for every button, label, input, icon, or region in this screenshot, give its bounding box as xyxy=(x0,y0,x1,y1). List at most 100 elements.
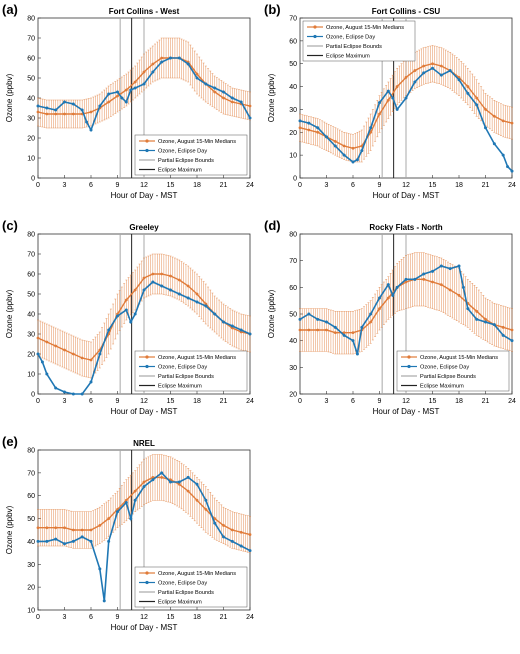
median-point xyxy=(386,98,390,102)
chart-title: NREL xyxy=(133,439,155,448)
eclipse-point xyxy=(395,107,399,111)
legend-label: Ozone, August 15-Min Medians xyxy=(158,571,236,577)
eclipse-point xyxy=(116,314,119,318)
eclipse-point xyxy=(369,126,373,130)
x-tick-label: 18 xyxy=(455,398,463,405)
eclipse-point xyxy=(177,480,181,484)
x-tick-label: 18 xyxy=(455,182,463,189)
eclipse-point xyxy=(230,96,234,100)
y-tick-label: 40 xyxy=(27,539,35,546)
x-tick-label: 0 xyxy=(298,182,302,189)
legend-entry-median: Ozone, August 15-Min Medians xyxy=(307,25,404,31)
eclipse-point xyxy=(510,339,514,343)
eclipse-point xyxy=(169,56,172,60)
x-tick-label: 15 xyxy=(167,182,175,189)
panel-label: (d) xyxy=(264,218,281,233)
median-point xyxy=(177,482,181,486)
eclipse-point xyxy=(342,333,346,337)
legend-marker xyxy=(407,364,411,369)
x-tick-label: 3 xyxy=(63,614,67,621)
median-point xyxy=(510,328,514,332)
legend-entry-median: Ozone, August 15-Min Medians xyxy=(139,571,236,577)
eclipse-point xyxy=(475,103,479,107)
y-tick-label: 60 xyxy=(289,285,297,292)
y-tick-label: 10 xyxy=(27,372,35,379)
eclipse-point xyxy=(186,62,190,66)
eclipse-point xyxy=(195,76,199,80)
y-tick-label: 0 xyxy=(31,392,35,399)
eclipse-point xyxy=(89,380,93,384)
median-point xyxy=(186,284,190,288)
eclipse-point xyxy=(160,60,164,64)
y-tick-label: 70 xyxy=(289,258,297,265)
median-point xyxy=(351,331,355,335)
panel-label: (c) xyxy=(2,218,18,233)
legend-marker xyxy=(145,571,149,575)
eclipse-series-line xyxy=(299,67,513,172)
eclipse-point xyxy=(386,89,390,93)
eclipse-point xyxy=(351,339,355,343)
x-tick-label: 21 xyxy=(220,398,228,405)
median-point xyxy=(342,144,346,148)
eclipse-point xyxy=(195,300,199,304)
eclipse-point xyxy=(169,480,172,484)
eclipse-point xyxy=(63,100,66,104)
x-tick-label: 9 xyxy=(116,398,120,405)
eclipse-point xyxy=(239,544,243,548)
eclipse-point xyxy=(98,104,102,108)
median-point xyxy=(248,533,252,536)
median-point xyxy=(230,100,234,104)
y-tick-label: 80 xyxy=(289,232,297,239)
x-tick-label: 24 xyxy=(246,182,254,189)
y-tick-label: 70 xyxy=(27,252,35,259)
legend-label: Ozone, August 15-Min Medians xyxy=(158,355,236,361)
eclipse-point xyxy=(133,86,137,90)
legend-entry-median: Ozone, August 15-Min Medians xyxy=(139,139,236,145)
y-tick-label: 10 xyxy=(289,153,297,160)
median-point xyxy=(89,110,93,114)
x-tick-label: 12 xyxy=(402,182,410,189)
x-axis-label: Hour of Day - MST xyxy=(373,191,440,200)
y-tick-label: 50 xyxy=(289,312,297,319)
x-tick-label: 24 xyxy=(246,398,254,405)
y-tick-label: 30 xyxy=(27,116,35,123)
median-point xyxy=(230,528,234,532)
eclipse-point xyxy=(378,101,381,105)
x-tick-label: 6 xyxy=(89,398,93,405)
median-point xyxy=(422,277,426,281)
eclipse-point xyxy=(404,96,408,100)
legend-marker xyxy=(145,148,149,153)
median-point xyxy=(378,307,381,311)
median-point xyxy=(116,94,119,98)
eclipse-point xyxy=(457,264,461,268)
eclipse-point xyxy=(151,70,155,74)
x-tick-label: 15 xyxy=(167,398,175,405)
legend-entry-median: Ozone, August 15-Min Medians xyxy=(139,355,236,361)
y-tick-label: 30 xyxy=(289,365,297,372)
median-point xyxy=(222,524,225,527)
chart-panel-4: (d) Rocky Flats - North 0 3 6 9 12 15 18 21 24 20 30… xyxy=(264,218,516,416)
legend-entry-eclipse-maximum: Eclipse Maximum xyxy=(139,600,202,606)
eclipse-point xyxy=(204,304,208,308)
y-tick-label: 70 xyxy=(289,16,297,23)
median-point xyxy=(124,498,128,502)
median-point xyxy=(36,110,40,114)
chart-title: Fort Collins - CSU xyxy=(372,7,441,16)
eclipse-point xyxy=(142,288,146,292)
eclipse-point xyxy=(369,312,373,316)
legend-marker xyxy=(407,355,411,359)
y-tick-label: 20 xyxy=(289,392,297,399)
x-axis-label: Hour of Day - MST xyxy=(111,407,178,416)
eclipse-point xyxy=(239,100,243,104)
eclipse-point xyxy=(360,325,364,329)
x-tick-label: 9 xyxy=(378,398,382,405)
median-point xyxy=(80,528,84,532)
eclipse-point xyxy=(129,320,133,324)
x-tick-label: 15 xyxy=(167,614,175,621)
legend-entry-eclipse-maximum: Eclipse Maximum xyxy=(401,384,464,390)
eclipse-point xyxy=(107,92,111,96)
x-tick-label: 21 xyxy=(220,182,228,189)
y-tick-label: 40 xyxy=(27,96,35,103)
median-point xyxy=(142,70,146,74)
median-point xyxy=(475,309,479,313)
